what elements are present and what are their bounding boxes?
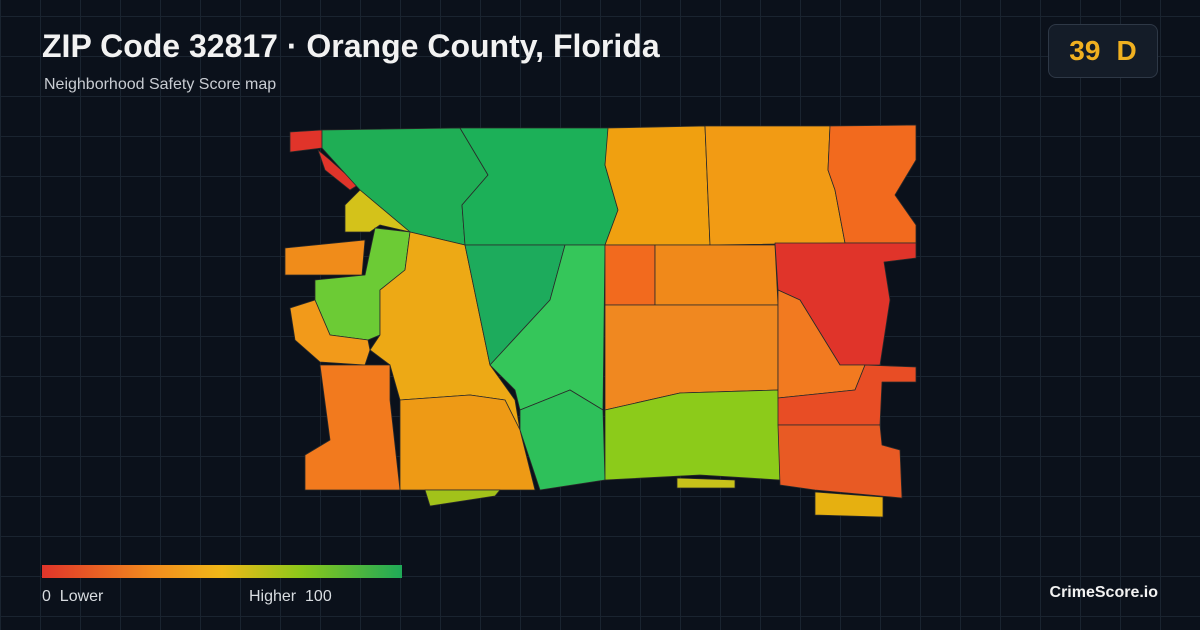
region [654, 244, 779, 306]
region [344, 189, 411, 233]
region [424, 489, 501, 507]
region [604, 125, 711, 246]
region [676, 477, 736, 489]
legend-gradient [42, 565, 402, 578]
region [827, 124, 917, 244]
legend-low: 0 Lower [42, 588, 103, 606]
region [704, 125, 846, 246]
region [317, 149, 359, 191]
legend-high: Higher 100 [249, 588, 332, 606]
subtitle: Neighborhood Safety Score map [44, 76, 277, 93]
region [284, 239, 366, 276]
region [777, 424, 903, 499]
region [519, 389, 606, 491]
region [304, 364, 401, 491]
legend-max-label: Higher [249, 588, 297, 605]
legend-min-label: Lower [59, 588, 104, 605]
brand: CrimeScore.io [1049, 584, 1158, 601]
legend-min: 0 [42, 588, 51, 605]
legend-max: 100 [305, 588, 332, 605]
region [604, 244, 656, 306]
region [459, 127, 619, 246]
title: ZIP Code 32817 · Orange County, Florida [42, 28, 660, 64]
region [289, 129, 323, 153]
score-badge: 39 D [1048, 24, 1158, 78]
score-value: 39 [1069, 35, 1101, 66]
region [289, 299, 371, 366]
region [814, 491, 884, 518]
score-grade: D [1116, 35, 1137, 66]
